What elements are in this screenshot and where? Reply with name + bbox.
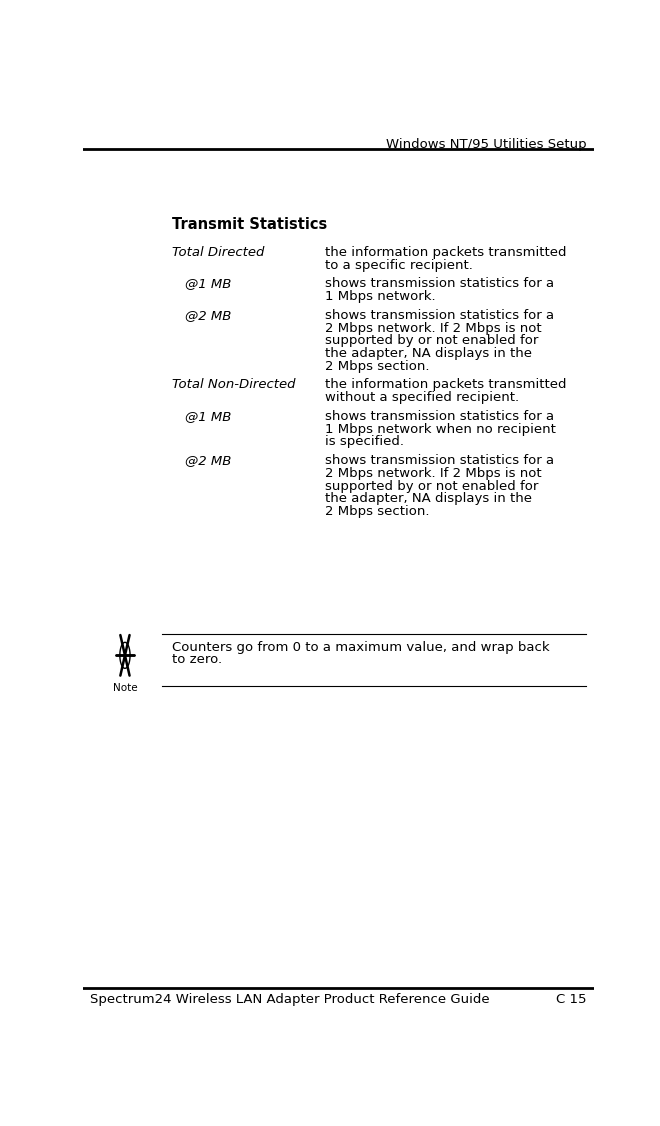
Text: supported by or not enabled for: supported by or not enabled for [325, 334, 539, 347]
Text: @2 MB: @2 MB [185, 454, 231, 467]
Text: without a specified recipient.: without a specified recipient. [325, 392, 519, 404]
Text: shows transmission statistics for a: shows transmission statistics for a [325, 454, 554, 467]
Text: shows transmission statistics for a: shows transmission statistics for a [325, 410, 554, 422]
Text: Windows NT/95 Utilities Setup: Windows NT/95 Utilities Setup [385, 137, 586, 151]
Text: C 15: C 15 [556, 993, 586, 1006]
Text: @2 MB: @2 MB [185, 309, 231, 322]
Text: Counters go from 0 to a maximum value, and wrap back: Counters go from 0 to a maximum value, a… [172, 641, 550, 653]
Text: Spectrum24 Wireless LAN Adapter Product Reference Guide: Spectrum24 Wireless LAN Adapter Product … [90, 993, 490, 1006]
Text: the adapter, NA displays in the: the adapter, NA displays in the [325, 492, 533, 506]
Text: @1 MB: @1 MB [185, 410, 231, 422]
Text: 2 Mbps network. If 2 Mbps is not: 2 Mbps network. If 2 Mbps is not [325, 322, 542, 334]
Text: the information packets transmitted: the information packets transmitted [325, 378, 567, 392]
Text: @1 MB: @1 MB [185, 277, 231, 291]
Text: supported by or not enabled for: supported by or not enabled for [325, 480, 539, 492]
Text: 1 Mbps network when no recipient: 1 Mbps network when no recipient [325, 422, 556, 436]
Text: Note: Note [113, 683, 137, 694]
Text: is specified.: is specified. [325, 436, 405, 448]
Text: the information packets transmitted: the information packets transmitted [325, 247, 567, 259]
Text: shows transmission statistics for a: shows transmission statistics for a [325, 309, 554, 322]
Text: Transmit Statistics: Transmit Statistics [172, 217, 327, 232]
Text: 2 Mbps section.: 2 Mbps section. [325, 360, 430, 373]
Text: 2 Mbps section.: 2 Mbps section. [325, 506, 430, 518]
Text: Total Directed: Total Directed [172, 247, 265, 259]
Text: the adapter, NA displays in the: the adapter, NA displays in the [325, 347, 533, 360]
Text: to a specific recipient.: to a specific recipient. [325, 259, 473, 272]
Text: 2 Mbps network. If 2 Mbps is not: 2 Mbps network. If 2 Mbps is not [325, 467, 542, 480]
Text: 1 Mbps network.: 1 Mbps network. [325, 291, 436, 303]
Text: Total Non-Directed: Total Non-Directed [172, 378, 296, 392]
Text: to zero.: to zero. [172, 653, 222, 667]
Text: shows transmission statistics for a: shows transmission statistics for a [325, 277, 554, 291]
